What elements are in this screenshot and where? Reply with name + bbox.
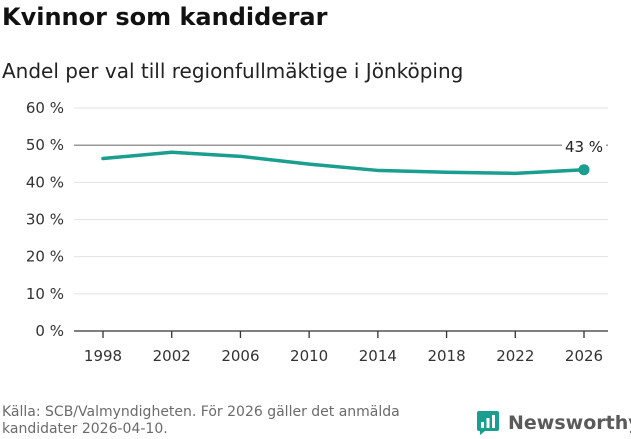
x-tick-label: 2022 bbox=[496, 347, 534, 365]
y-tick-label: 0 % bbox=[35, 322, 64, 340]
end-label-background bbox=[562, 136, 606, 157]
brand-name: Newsworthy bbox=[508, 412, 631, 434]
x-tick-label: 2002 bbox=[153, 347, 191, 365]
y-tick-label: 50 % bbox=[26, 136, 64, 154]
x-tick-label: 2018 bbox=[427, 347, 465, 365]
x-tick-label: 1998 bbox=[84, 347, 122, 365]
line-chart: 0 % 10 % 20 % 30 % 40 % 50 % 60 % 1998 2002 2006… bbox=[26, 99, 608, 365]
newsworthy-logo-icon bbox=[477, 411, 499, 435]
chart-subtitle: Andel per val till regionfullmäktige i J… bbox=[2, 59, 464, 83]
chart-title: Kvinnor som kandiderar bbox=[2, 3, 328, 31]
y-tick-label: 30 % bbox=[26, 211, 64, 229]
grid-lines bbox=[74, 107, 608, 295]
x-tick-label: 2006 bbox=[221, 347, 259, 365]
y-tick-label: 20 % bbox=[26, 248, 64, 266]
source-note: Källa: SCB/Valmyndigheten. För 2026 gäll… bbox=[2, 404, 400, 437]
x-tick-label: 2010 bbox=[290, 347, 328, 365]
y-tick-label: 40 % bbox=[26, 173, 64, 191]
x-axis: 1998 2002 2006 2010 2014 2018 2022 2026 bbox=[74, 330, 608, 365]
y-tick-label: 10 % bbox=[26, 285, 64, 303]
series-line bbox=[101, 150, 586, 176]
y-tick-label: 60 % bbox=[26, 99, 64, 117]
x-tick-label: 2014 bbox=[359, 347, 397, 365]
end-value-label: 43 % bbox=[565, 138, 603, 156]
end-point-marker bbox=[578, 164, 590, 176]
x-tick-label: 2026 bbox=[565, 347, 603, 365]
y-axis-labels: 0 % 10 % 20 % 30 % 40 % 50 % 60 % bbox=[26, 99, 64, 340]
brand: Newsworthy bbox=[476, 407, 631, 439]
series: 43 % bbox=[101, 136, 606, 176]
